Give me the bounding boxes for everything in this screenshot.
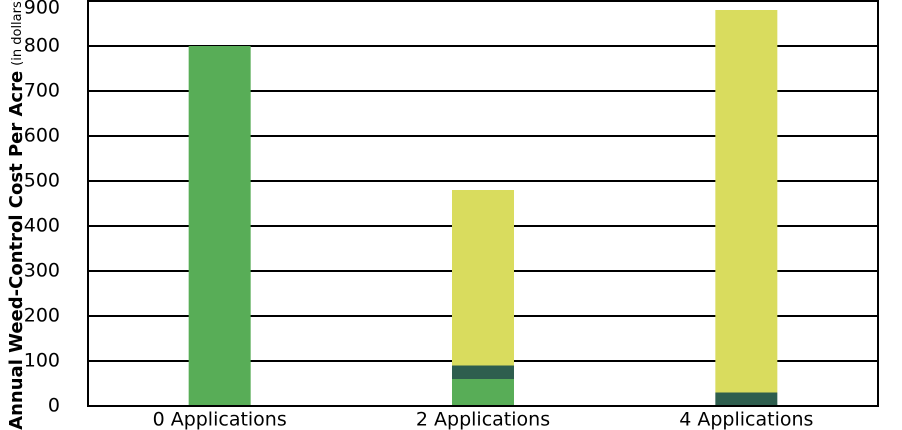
- bar-segment: [452, 379, 514, 406]
- bar-segment: [715, 392, 778, 406]
- x-tick-label: 2 Applications: [416, 409, 550, 430]
- y-tick-label: 900: [24, 0, 60, 19]
- y-label-note: (in dollars): [10, 0, 25, 66]
- y-tick-label: 300: [24, 260, 60, 282]
- y-tick-label: 800: [24, 35, 60, 57]
- y-tick-label: 200: [24, 305, 60, 327]
- x-tick-label: 0 Applications: [153, 409, 287, 430]
- bar-segment: [715, 10, 778, 393]
- plot-frame: [87, 0, 879, 407]
- y-tick-label: 400: [24, 215, 60, 237]
- y-tick-label: 600: [24, 125, 60, 147]
- y-tick-label: 700: [24, 80, 60, 102]
- bar-segment: [452, 190, 514, 366]
- x-tick-label: 4 Applications: [679, 409, 813, 430]
- y-label-main: Annual Weed-Control Cost Per Acre: [6, 71, 27, 430]
- y-axis-label: Annual Weed-Control Cost Per Acre (in dol…: [6, 0, 27, 430]
- y-tick-label: 100: [24, 350, 60, 372]
- bar-segment: [452, 365, 514, 379]
- y-tick-label: 500: [24, 170, 60, 192]
- bar-segment: [188, 46, 251, 406]
- y-tick-label: 0: [48, 395, 60, 417]
